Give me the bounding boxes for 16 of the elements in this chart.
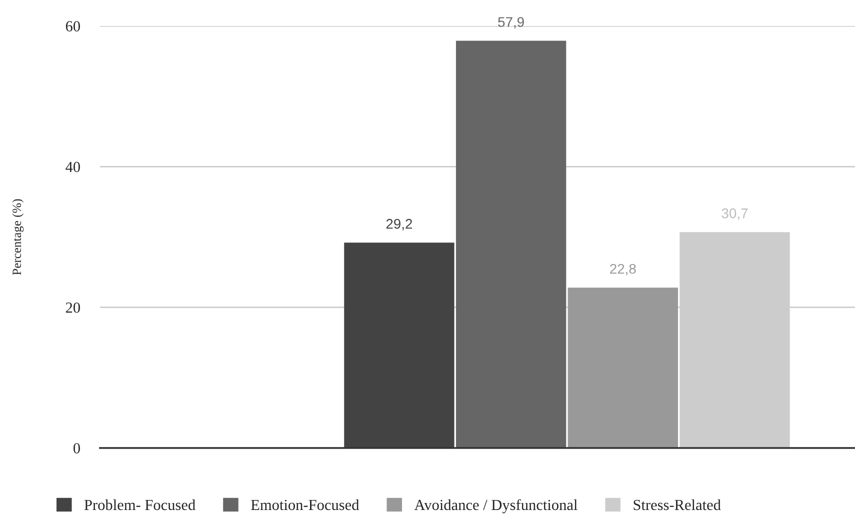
data-label: 29,2 — [386, 218, 412, 230]
data-label: 57,9 — [498, 17, 524, 29]
bar — [456, 40, 566, 448]
bar — [344, 242, 454, 448]
data-label: 22,8 — [610, 264, 636, 276]
legend-label: Emotion-Focused — [251, 499, 360, 510]
y-tick-label: 20 — [66, 302, 80, 313]
bar — [568, 288, 678, 448]
data-label: 30,7 — [722, 208, 748, 220]
y-tick-label: 40 — [66, 162, 80, 172]
legend-label: Problem- Focused — [84, 499, 196, 510]
legend-label: Avoidance / Dysfunctional — [414, 499, 578, 514]
y-tick-label: 60 — [66, 21, 80, 32]
y-tick-label: 0 — [74, 443, 80, 454]
y-axis-title: Percentage (%) — [12, 199, 24, 275]
legend-label: Stress-Related — [634, 499, 721, 510]
